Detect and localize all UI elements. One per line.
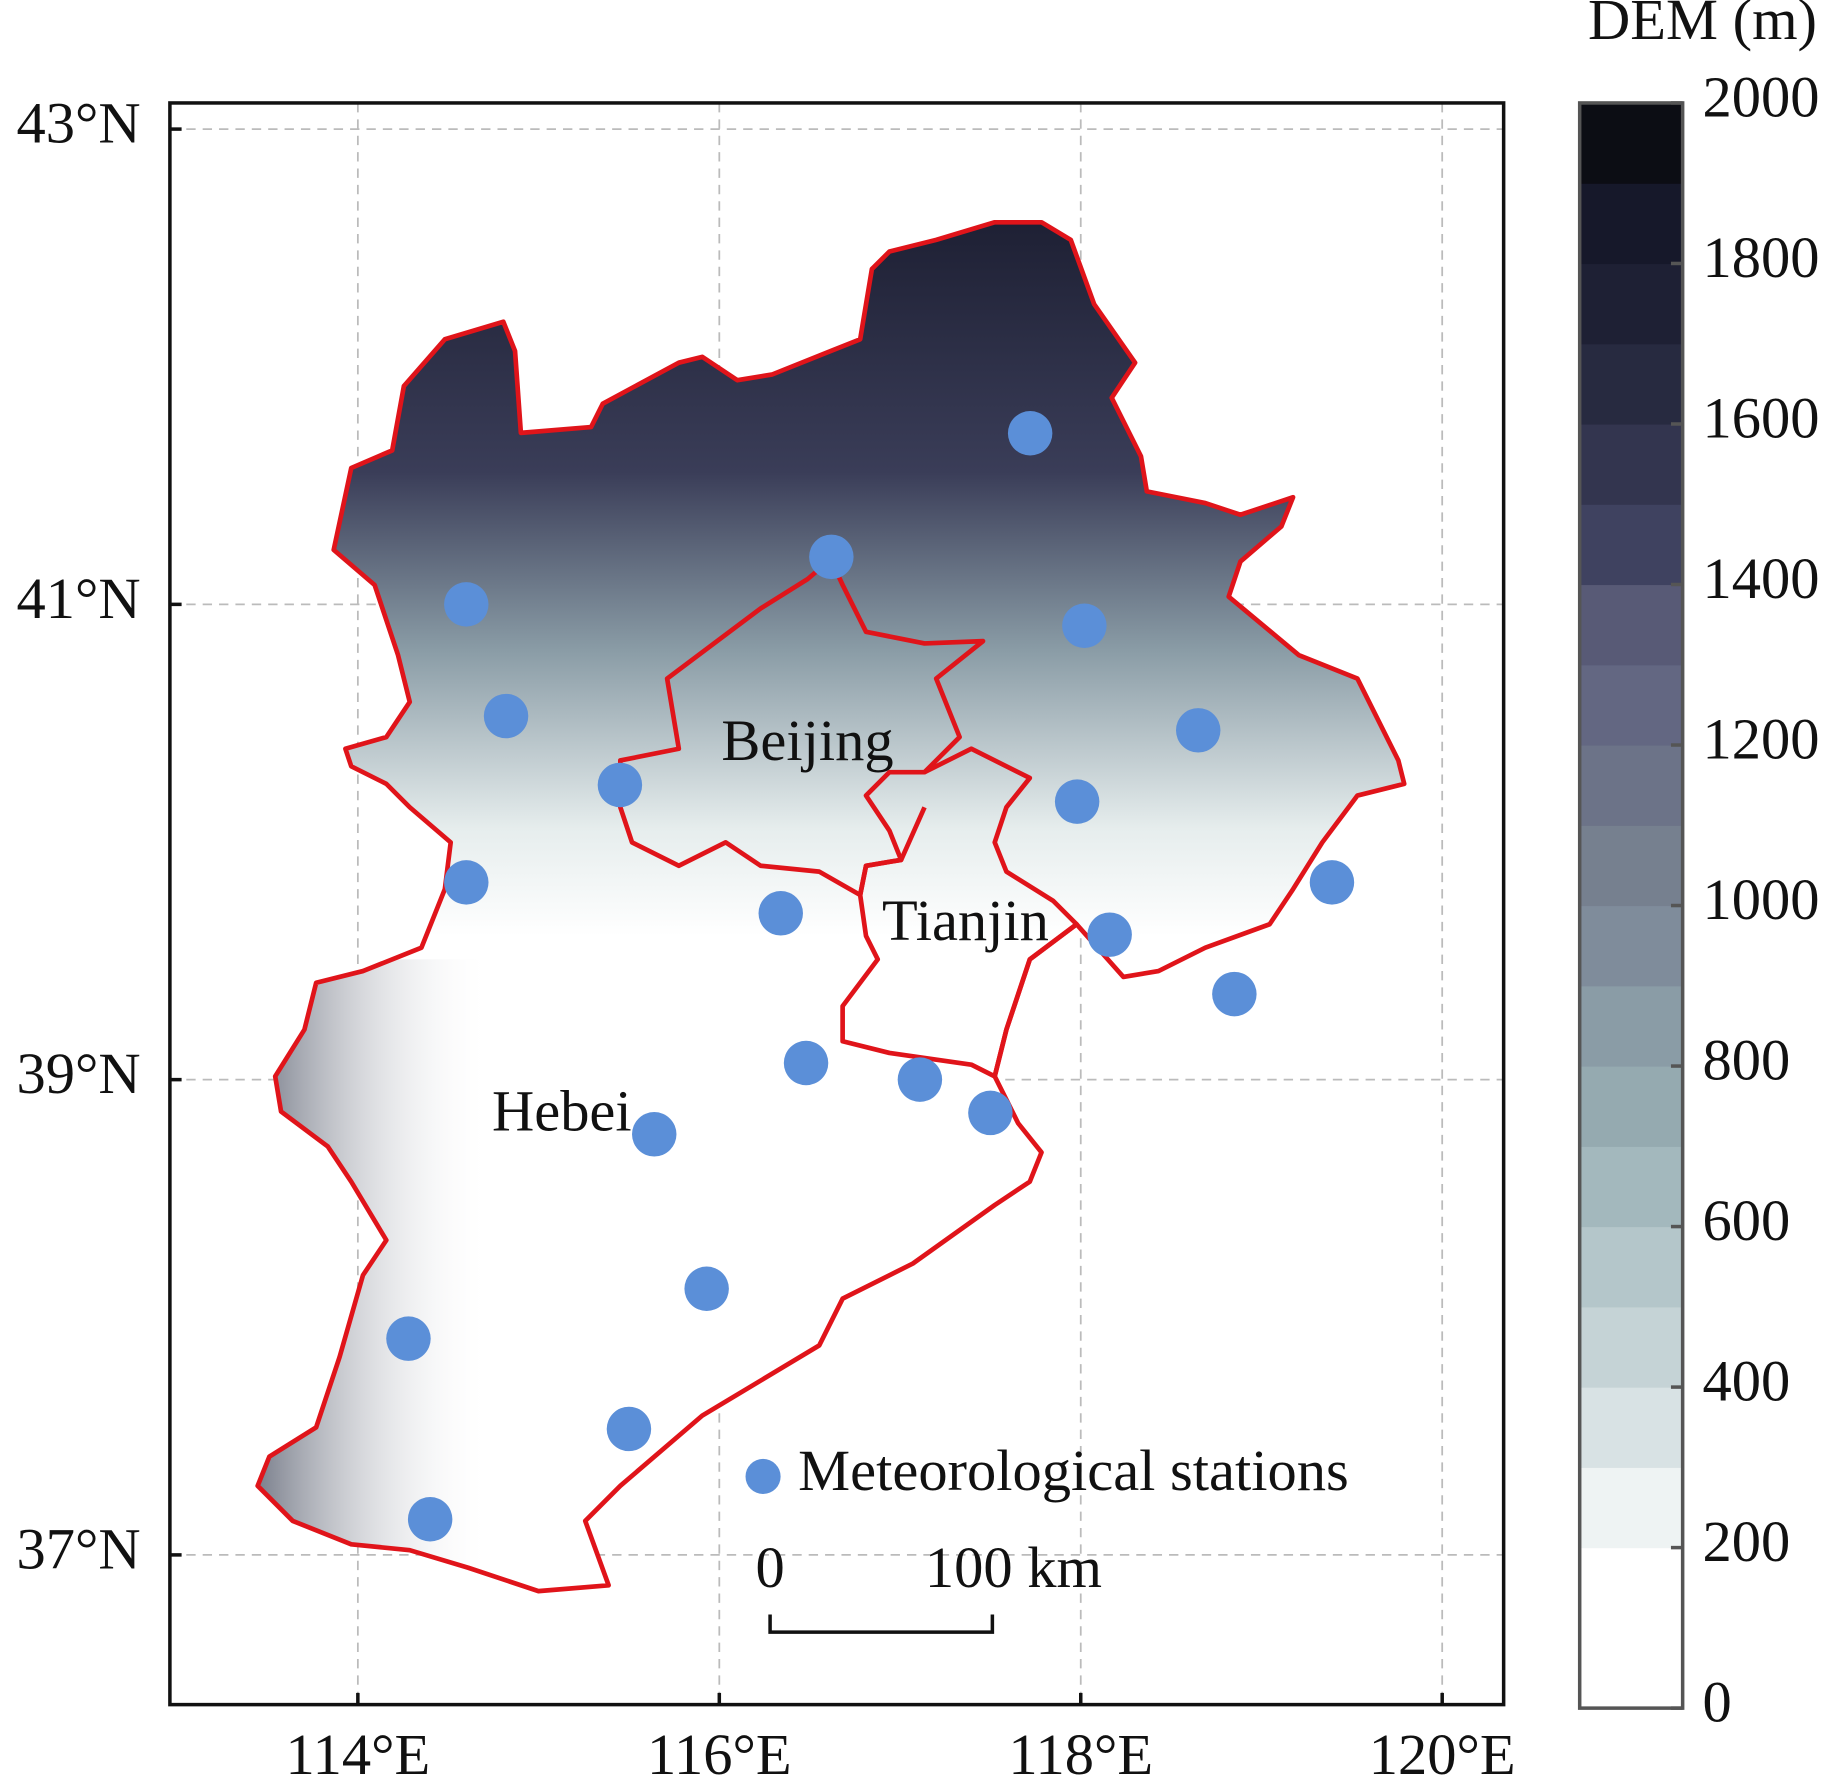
colorbar-tick-label: 1000 — [1703, 867, 1820, 932]
region-label: Hebei — [492, 1079, 632, 1144]
region-label: Beijing — [721, 708, 893, 773]
colorbar-tick-label: 1200 — [1703, 706, 1820, 771]
map-frame — [168, 101, 1506, 1707]
station — [783, 1040, 829, 1086]
station — [1212, 971, 1257, 1017]
colorbar-band — [1579, 745, 1683, 826]
station — [444, 582, 489, 627]
colorbar-band — [1579, 1467, 1683, 1549]
scale-bar-label: 0 — [755, 1535, 784, 1600]
station — [386, 1316, 431, 1361]
colorbar-title: DEM (m) — [1588, 0, 1817, 52]
region-label: Tianjin — [882, 888, 1049, 953]
colorbar-band — [1579, 985, 1683, 1067]
y-tick-label: 37°N — [17, 1516, 141, 1581]
y-tick-label: 39°N — [17, 1041, 141, 1106]
station — [483, 693, 529, 739]
x-tick-label: 116°E — [647, 1722, 792, 1783]
station — [758, 891, 803, 936]
colorbar-band — [1579, 343, 1683, 425]
legend-marker — [745, 1458, 781, 1495]
beijing-boundary — [617, 556, 986, 898]
station — [684, 1266, 729, 1311]
colorbar-band — [1579, 584, 1683, 666]
station — [968, 1090, 1013, 1136]
station — [1062, 603, 1107, 648]
colorbar-band — [1579, 423, 1683, 505]
colorbar-tick-label: 2000 — [1703, 64, 1820, 129]
station — [1087, 912, 1132, 957]
legend-label: Meteorological stations — [798, 1438, 1349, 1503]
station — [1007, 411, 1053, 456]
station — [632, 1112, 677, 1157]
colorbar-band — [1579, 1627, 1683, 1709]
station — [444, 860, 489, 905]
colorbar-band — [1579, 263, 1683, 345]
colorbar-band — [1579, 504, 1683, 586]
colorbar-tick-label: 400 — [1703, 1349, 1791, 1414]
colorbar-band — [1579, 1387, 1683, 1468]
colorbar-band — [1579, 1226, 1683, 1308]
colorbar-band — [1579, 102, 1683, 184]
boundaries — [255, 219, 1407, 1594]
x-tick-label: 118°E — [1008, 1722, 1153, 1783]
colorbar-band — [1579, 1066, 1683, 1147]
tianjin-boundary — [840, 746, 1079, 1079]
terrain — [257, 222, 1405, 1592]
x-tick-label: 114°E — [286, 1722, 431, 1783]
colorbar-band — [1579, 905, 1683, 987]
colorbar-tick-label: 200 — [1703, 1509, 1791, 1574]
y-tick-label: 43°N — [17, 91, 141, 156]
station — [1309, 860, 1355, 905]
scale-bar-label: 100 km — [925, 1535, 1102, 1600]
dem-shading — [257, 959, 527, 1592]
station — [1054, 779, 1100, 824]
colorbar-band — [1579, 1146, 1683, 1228]
station — [809, 534, 854, 580]
colorbar-tick-label: 1800 — [1703, 225, 1820, 290]
station — [407, 1497, 453, 1542]
station — [597, 762, 643, 808]
colorbar-tick-label: 800 — [1703, 1027, 1791, 1092]
colorbar-tick-label: 1600 — [1703, 385, 1820, 450]
station — [606, 1406, 652, 1452]
colorbar — [1579, 102, 1683, 1709]
colorbar-band — [1579, 1306, 1683, 1388]
colorbar-tick-label: 600 — [1703, 1188, 1791, 1253]
scale-bar — [768, 1614, 995, 1634]
colorbar-tick-label: 1400 — [1703, 546, 1820, 611]
colorbar-band — [1579, 1547, 1683, 1629]
stations — [386, 411, 1355, 1542]
colorbar-band — [1579, 825, 1683, 907]
x-tick-label: 120°E — [1369, 1722, 1516, 1783]
colorbar-tick-label: 0 — [1703, 1670, 1732, 1735]
colorbar-band — [1579, 664, 1683, 746]
station — [897, 1057, 943, 1102]
station — [1175, 708, 1221, 753]
colorbar-band — [1579, 183, 1683, 265]
y-tick-label: 41°N — [17, 566, 141, 631]
